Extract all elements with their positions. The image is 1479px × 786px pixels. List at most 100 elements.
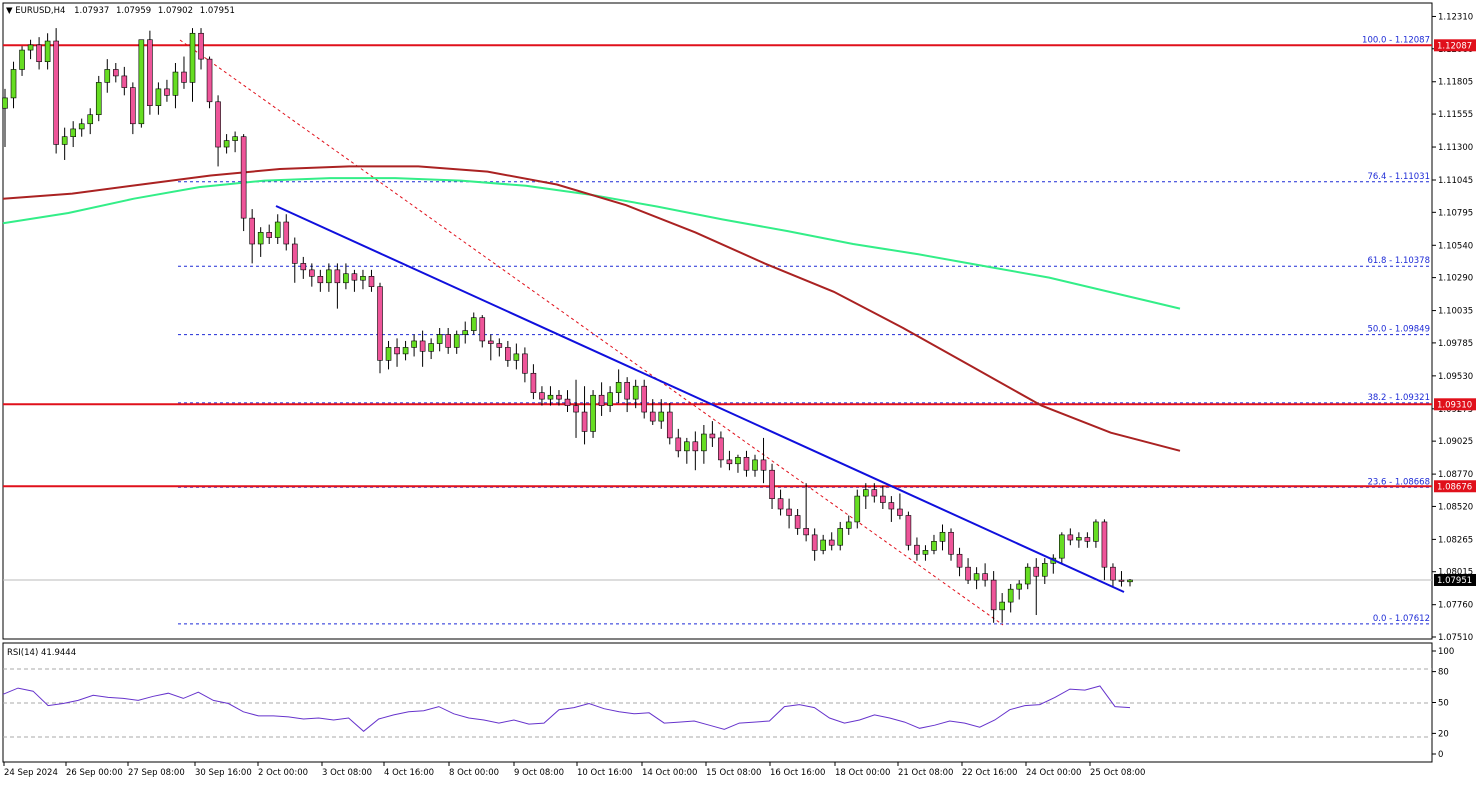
candle — [1067, 528, 1074, 546]
time-tick-label: 24 Oct 00:00 — [1026, 768, 1081, 778]
candle-body — [607, 392, 613, 406]
candle — [726, 450, 733, 471]
candle-body — [828, 539, 835, 546]
candle — [820, 534, 826, 555]
candle — [718, 431, 724, 468]
candle-body — [27, 44, 34, 51]
candle — [786, 498, 792, 529]
candle — [701, 424, 707, 464]
candle-body — [445, 334, 451, 348]
candle — [487, 334, 494, 361]
candle-body — [283, 221, 290, 245]
time-tick-label: 22 Oct 16:00 — [962, 768, 1017, 778]
candle-body — [394, 347, 400, 355]
candle-body — [914, 544, 920, 555]
candle — [862, 483, 869, 510]
candle-body — [820, 539, 826, 551]
candle-body — [684, 441, 690, 452]
bearish-trendline[interactable] — [275, 205, 1125, 593]
candle — [1101, 519, 1108, 581]
menu-triangle-icon: ▼ — [6, 6, 15, 16]
candle — [317, 269, 324, 292]
candle — [811, 528, 818, 561]
candle — [845, 515, 852, 535]
horizontal-resistance-lines — [3, 44, 1432, 488]
candle — [513, 343, 520, 370]
candle-body — [334, 269, 341, 284]
candle — [607, 386, 613, 413]
candle-body — [1101, 521, 1108, 568]
price-tag-box — [1434, 398, 1476, 411]
symbol-label: EURUSD,H4 — [15, 6, 65, 16]
candle — [948, 528, 954, 561]
candle — [138, 39, 145, 128]
candle — [436, 328, 443, 352]
candle — [283, 214, 290, 251]
candle-body — [240, 136, 247, 219]
candle-body — [1059, 534, 1065, 559]
candle-body — [880, 495, 886, 503]
price-tag-box — [1434, 480, 1476, 493]
candle — [419, 330, 426, 367]
candle — [428, 338, 434, 360]
price-tag-label: 1.08676 — [1437, 482, 1472, 492]
candle-body — [411, 340, 417, 348]
candle-body — [326, 269, 332, 284]
candle-body — [53, 40, 59, 145]
moving-averages — [2, 165, 1181, 452]
time-tick-label: 16 Oct 16:00 — [770, 768, 825, 778]
candle-body — [1007, 588, 1014, 603]
candle-body — [1076, 537, 1082, 541]
price-tick-label: 1.10540 — [1438, 241, 1473, 251]
candle — [658, 399, 665, 429]
candle — [666, 403, 673, 445]
candle-body — [1024, 566, 1031, 585]
time-tick-label: 18 Oct 00:00 — [835, 768, 890, 778]
candle — [760, 437, 767, 484]
candle — [1084, 532, 1091, 548]
candle-body — [530, 372, 537, 393]
time-tick-label: 25 Oct 08:00 — [1090, 768, 1145, 778]
candle — [675, 428, 682, 458]
candle-body — [990, 579, 997, 611]
candle — [147, 30, 153, 115]
time-tick-label: 10 Oct 16:00 — [577, 768, 632, 778]
candle-body — [44, 40, 51, 63]
candle — [965, 558, 971, 584]
price-tick-label: 1.07510 — [1438, 633, 1473, 643]
candle-body — [590, 394, 596, 432]
candle — [743, 450, 750, 477]
time-tick-label: 14 Oct 00:00 — [642, 768, 697, 778]
price-tag-label: 1.07951 — [1437, 576, 1472, 586]
candle-body — [95, 82, 102, 116]
candle-body — [1033, 566, 1040, 577]
price-panel[interactable] — [2, 2, 1433, 640]
candle-body — [811, 534, 818, 551]
candle — [1076, 532, 1082, 548]
price-tick-label: 1.10290 — [1438, 274, 1473, 284]
time-axis: 24 Sep 2024 26 Sep 00:00 27 Sep 08:00 30 Se… — [3, 762, 1145, 778]
candle-body — [905, 515, 912, 546]
candle — [1007, 583, 1014, 613]
candle-body — [854, 495, 861, 523]
time-tick-label: 26 Sep 00:00 — [66, 768, 123, 778]
candle-body — [794, 515, 801, 529]
candle — [112, 63, 119, 83]
candle — [931, 534, 937, 555]
candle-body — [615, 382, 622, 393]
candle — [573, 379, 579, 438]
candle-body — [735, 457, 741, 465]
candle-body — [172, 71, 179, 96]
rsi-line — [2, 685, 1131, 732]
candle-body — [539, 392, 545, 400]
candle-body — [837, 528, 844, 546]
candle — [411, 334, 417, 357]
candle — [309, 263, 315, 287]
candle — [598, 382, 605, 416]
candle — [453, 330, 460, 354]
ohlc-open: 1.07937 — [74, 6, 109, 16]
price-tick-label: 1.11300 — [1438, 143, 1473, 153]
price-tick-label: 1.08265 — [1438, 535, 1473, 545]
